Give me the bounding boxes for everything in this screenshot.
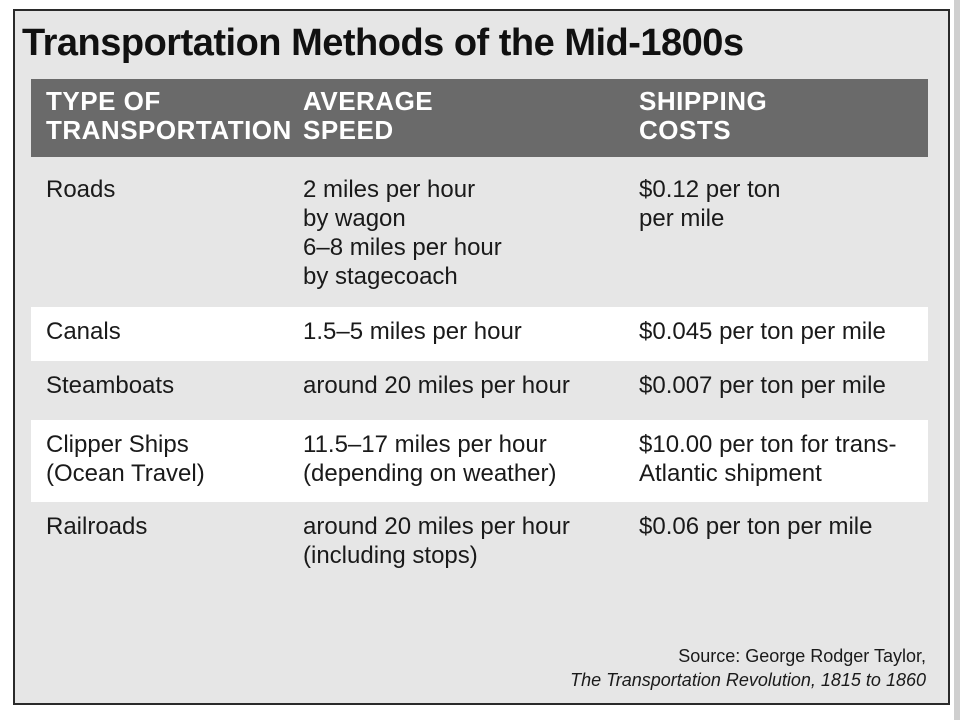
cell-line: Clipper Ships (46, 431, 189, 458)
cell-line: per mile (639, 205, 725, 232)
cell-line: Atlantic shipment (639, 460, 822, 487)
cell-cost: $0.045 per ton per mile (639, 317, 886, 346)
cell-line: $0.12 per ton (639, 176, 781, 203)
cell-line: $10.00 per ton for trans- (639, 431, 897, 458)
source-citation: Source: George Rodger Taylor, The Transp… (570, 644, 926, 692)
cell-line: Roads (46, 176, 116, 203)
cell-cost: $0.06 per ton per mile (639, 512, 872, 541)
cell-cost: $0.12 per ton per mile (639, 175, 780, 233)
cell-line: Railroads (46, 513, 148, 540)
cell-speed: around 20 miles per hour (303, 371, 570, 400)
header-cost: SHIPPING COSTS (639, 87, 767, 145)
cell-type: Canals (46, 317, 121, 346)
cell-line: Steamboats (46, 372, 175, 399)
cell-line: around 20 miles per hour (303, 513, 570, 540)
table-row-clipper-ships: Clipper Ships (Ocean Travel) 11.5–17 mil… (31, 420, 928, 502)
cell-line: 2 miles per hour (303, 176, 476, 203)
cell-line: 6–8 miles per hour (303, 234, 502, 261)
cell-line: (depending on weather) (303, 460, 557, 487)
header-cost-line2: COSTS (639, 115, 732, 145)
cell-line: by wagon (303, 205, 406, 232)
cell-line: (including stops) (303, 542, 478, 569)
cell-type: Roads (46, 175, 115, 204)
cell-line: $0.045 per ton per mile (639, 318, 886, 345)
header-speed-line1: AVERAGE (303, 86, 434, 116)
cell-line: (Ocean Travel) (46, 460, 205, 487)
cell-line: Canals (46, 318, 121, 345)
cell-type: Railroads (46, 512, 147, 541)
table-header: TYPE OF TRANSPORTATION AVERAGE SPEED SHI… (31, 79, 928, 157)
page-title: Transportation Methods of the Mid-1800s (22, 22, 744, 64)
table-row-roads: Roads 2 miles per hour by wagon 6–8 mile… (31, 165, 928, 307)
cell-cost: $0.007 per ton per mile (639, 371, 886, 400)
header-speed-line2: SPEED (303, 115, 394, 145)
window-edge (954, 0, 960, 720)
cell-type: Clipper Ships (Ocean Travel) (46, 430, 205, 488)
cell-speed: 1.5–5 miles per hour (303, 317, 522, 346)
cell-speed: 11.5–17 miles per hour (depending on wea… (303, 430, 557, 488)
cell-line: 11.5–17 miles per hour (303, 431, 547, 458)
cell-line: 1.5–5 miles per hour (303, 318, 522, 345)
source-line2: The Transportation Revolution, 1815 to 1… (570, 670, 926, 690)
cell-line: $0.007 per ton per mile (639, 372, 886, 399)
table-row-steamboats: Steamboats around 20 miles per hour $0.0… (31, 361, 928, 420)
cell-line: around 20 miles per hour (303, 372, 570, 399)
cell-line: $0.06 per ton per mile (639, 513, 873, 540)
header-type-line1: TYPE OF (46, 86, 161, 116)
header-cost-line1: SHIPPING (639, 86, 768, 116)
header-type-line2: TRANSPORTATION (46, 115, 292, 145)
table-row-railroads: Railroads around 20 miles per hour (incl… (31, 502, 928, 592)
header-type: TYPE OF TRANSPORTATION (46, 87, 292, 145)
source-line1: Source: George Rodger Taylor, (678, 646, 926, 666)
cell-speed: 2 miles per hour by wagon 6–8 miles per … (303, 175, 502, 291)
cell-type: Steamboats (46, 371, 174, 400)
table-row-canals: Canals 1.5–5 miles per hour $0.045 per t… (31, 307, 928, 361)
cell-line: by stagecoach (303, 263, 458, 290)
header-speed: AVERAGE SPEED (303, 87, 433, 145)
cell-speed: around 20 miles per hour (including stop… (303, 512, 570, 570)
cell-cost: $10.00 per ton for trans- Atlantic shipm… (639, 430, 896, 488)
